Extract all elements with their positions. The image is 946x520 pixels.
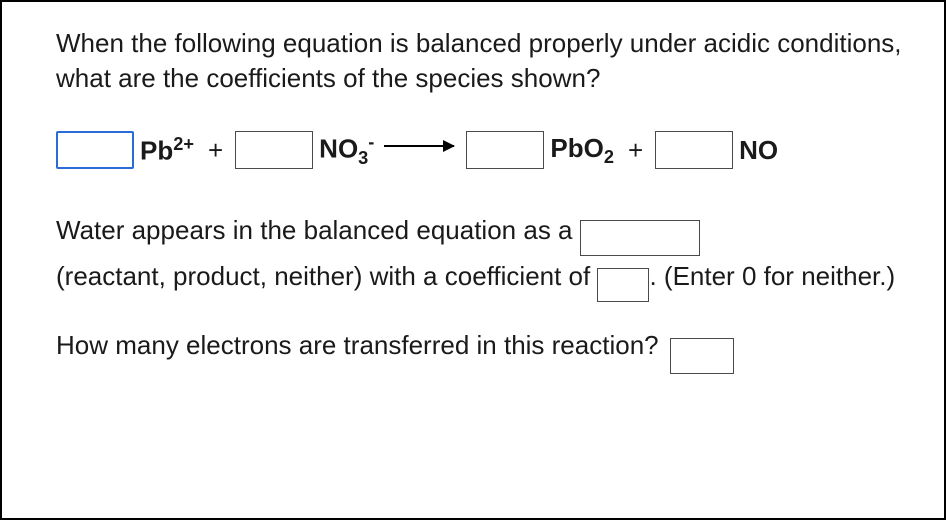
water-coef-input[interactable] [597, 268, 649, 302]
species3-sub: 2 [604, 147, 614, 167]
plus-2: + [628, 133, 643, 168]
species2-sub: 3 [358, 148, 368, 168]
equation-row: Pb2+ + NO3- PbO2 + NO [56, 130, 904, 170]
plus-1: + [208, 133, 223, 168]
electrons-input[interactable] [670, 338, 734, 374]
species-no3minus: NO3- [319, 130, 374, 170]
water-line2b: . (Enter 0 for neither.) [649, 261, 895, 291]
species-no: NO [739, 133, 778, 168]
species3-base: PbO [550, 133, 603, 163]
species1-sup: 2+ [173, 134, 194, 154]
reaction-arrow-icon [384, 145, 454, 147]
water-paragraph: Water appears in the balanced equation a… [56, 207, 904, 301]
water-line2a: (reactant, product, neither) with a coef… [56, 261, 597, 291]
species1-base: Pb [140, 136, 173, 166]
question-panel: When the following equation is balanced … [0, 0, 946, 520]
species-pbo2: PbO2 [550, 131, 614, 170]
water-role-input[interactable] [580, 220, 700, 256]
electrons-prompt: How many electrons are transferred in th… [56, 330, 659, 360]
species2-base: NO [319, 134, 358, 164]
coef-input-3[interactable] [466, 131, 544, 169]
electrons-row: How many electrons are transferred in th… [56, 328, 904, 368]
coef-input-1[interactable] [56, 131, 134, 169]
question-prompt: When the following equation is balanced … [56, 26, 904, 96]
water-line1a: Water appears in the balanced equation a… [56, 215, 580, 245]
species-pb2plus: Pb2+ [140, 132, 194, 169]
species2-sup: - [368, 132, 374, 152]
coef-input-2[interactable] [235, 131, 313, 169]
coef-input-4[interactable] [655, 131, 733, 169]
